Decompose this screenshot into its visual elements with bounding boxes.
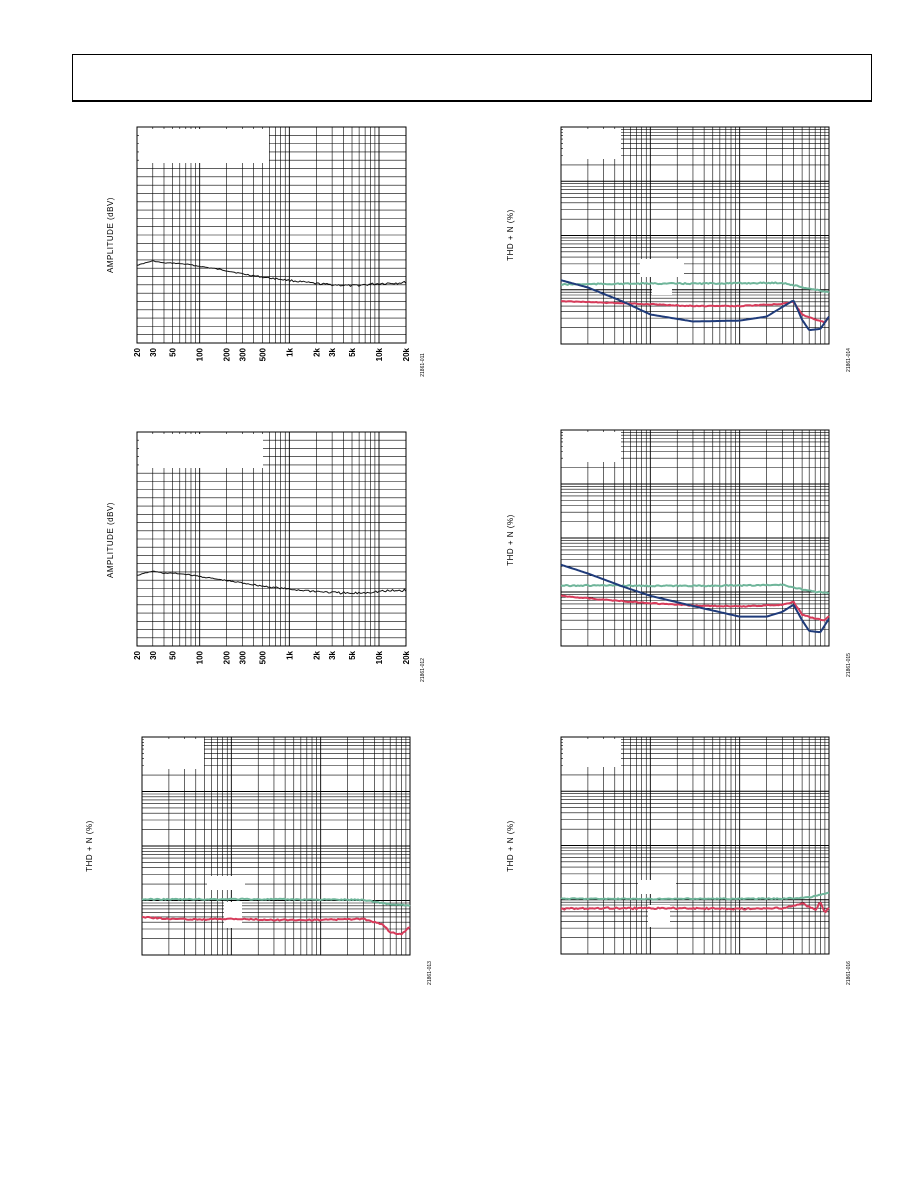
p1-y-axis-label: AMPLITUDE (dBV): [106, 197, 115, 273]
p4-blank-area: [563, 129, 621, 159]
p1-x-tick-label: 2k: [312, 347, 321, 356]
p6-blank-area: [638, 880, 676, 894]
p2-x-tick-label: 100: [196, 650, 205, 664]
p2-series-1: [136, 570, 407, 595]
p5-blank-area: [563, 432, 621, 462]
p1-x-tick-label: 20k: [402, 347, 411, 361]
p6-blank-area: [563, 739, 621, 767]
p1-x-tick-label: 10k: [375, 347, 384, 361]
p1-figure-id: 21861-011: [420, 353, 426, 377]
p1-x-tick-label: 500: [258, 347, 267, 361]
p2-x-tick-label: 5k: [348, 650, 357, 659]
p5-series-3: [560, 563, 830, 634]
p1-x-tick-label: 1k: [285, 347, 294, 356]
p2-blank-area: [139, 434, 263, 468]
p2-x-tick-label: 10k: [375, 650, 384, 664]
p6-plot-frame: [560, 736, 830, 955]
p1-chart: 20 30 50 100 200 300 500 1k 2k 3k 5k 10k 20k AMPLITUD…: [106, 126, 426, 377]
p4-chart: THD + N (%) 21861-014: [506, 126, 852, 372]
p6-chart: THD + N (%) 21861-016: [506, 736, 852, 985]
p3-blank-area: [144, 739, 204, 769]
p1-x-tick-label: 5k: [348, 347, 357, 356]
p1-x-tick-label: 50: [169, 347, 178, 356]
p3-blank-area: [224, 902, 242, 928]
p4-plot-frame: [560, 126, 830, 345]
p6-figure-id: 21861-016: [846, 961, 852, 985]
p1-x-tick-label: 30: [149, 347, 158, 356]
p3-plot-frame: [141, 736, 411, 956]
p6-grid: [560, 736, 830, 955]
p4-series-3: [560, 279, 830, 331]
p3-series-1: [141, 897, 411, 908]
p2-x-tick-label: 50: [169, 650, 178, 659]
p2-x-tick-label: 2k: [312, 650, 321, 659]
p4-grid: [560, 126, 830, 345]
p6-blank-area: [648, 905, 670, 927]
page-header-box: [72, 54, 872, 102]
p2-chart: 20 30 50 100 200 300 500 1k 2k 3k 5k 10k 20k AMPLITUD…: [106, 431, 426, 682]
p6-y-axis-label: THD + N (%): [506, 820, 515, 872]
p2-x-tick-label: 3k: [328, 650, 337, 659]
p1-x-tick-label: 100: [196, 347, 205, 361]
p5-plot-frame: [560, 429, 830, 647]
p5-series-1: [560, 583, 830, 595]
p4-figure-id: 21861-014: [846, 348, 852, 372]
p1-series-1: [136, 260, 407, 287]
p2-x-tick-label: 500: [258, 650, 267, 664]
p2-x-tick-label: 1k: [285, 650, 294, 659]
p2-x-tick-label: 20k: [402, 650, 411, 664]
p1-x-tick-label: 3k: [328, 347, 337, 356]
p1-plot-frame: [136, 126, 407, 344]
p3-grid: [141, 736, 411, 956]
p3-figure-id: 21861-013: [427, 961, 433, 985]
p2-figure-id: 21861-012: [420, 658, 426, 682]
p5-y-axis-label: THD + N (%): [506, 514, 515, 566]
p3-y-axis-label: THD + N (%): [85, 820, 94, 872]
p3-series-2: [142, 916, 411, 936]
p3-chart: THD + N (%) 21861-013: [85, 736, 433, 985]
p1-x-tick-label: 20: [133, 347, 142, 356]
p2-y-axis-label: AMPLITUDE (dBV): [106, 502, 115, 578]
p2-x-tick-label: 20: [133, 650, 142, 659]
p6-series-1: [560, 891, 830, 901]
p4-blank-area: [640, 259, 684, 277]
p2-x-tick-label: 300: [238, 650, 247, 664]
p1-x-tick-label: 300: [238, 347, 247, 361]
p6-series-2: [560, 901, 830, 914]
p4-y-axis-label: THD + N (%): [506, 209, 515, 261]
p2-x-tick-label: 200: [223, 650, 232, 664]
p2-x-tick-label: 30: [149, 650, 158, 659]
p1-blank-area: [139, 129, 269, 163]
p1-x-tick-label: 200: [223, 347, 232, 361]
p5-chart: THD + N (%) 21861-015: [506, 429, 852, 677]
p4-series-1: [560, 281, 830, 294]
p3-blank-area: [207, 876, 245, 890]
p4-series-2: [560, 300, 830, 324]
p5-figure-id: 21861-015: [846, 653, 852, 677]
p5-grid: [560, 429, 830, 647]
p2-plot-frame: [136, 431, 407, 647]
